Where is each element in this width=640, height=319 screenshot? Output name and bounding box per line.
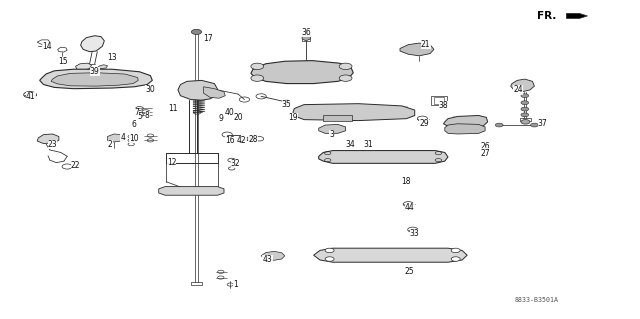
Text: FR.: FR. — [538, 11, 557, 21]
Polygon shape — [251, 61, 353, 84]
Text: 40: 40 — [224, 108, 234, 117]
Ellipse shape — [344, 153, 421, 161]
Text: 6: 6 — [132, 120, 137, 129]
Circle shape — [251, 63, 264, 70]
Text: 31: 31 — [363, 140, 373, 149]
Polygon shape — [108, 134, 125, 142]
Text: 28: 28 — [248, 135, 257, 144]
Text: 18: 18 — [402, 177, 411, 186]
Circle shape — [521, 120, 530, 124]
Text: 9: 9 — [218, 114, 223, 123]
Text: 23: 23 — [47, 140, 58, 149]
Text: 8: 8 — [145, 111, 150, 120]
Polygon shape — [400, 43, 434, 56]
Text: 36: 36 — [301, 28, 311, 37]
Polygon shape — [204, 87, 225, 98]
Polygon shape — [444, 115, 488, 128]
Text: 44: 44 — [404, 204, 415, 212]
Text: 12: 12 — [167, 158, 176, 167]
Text: 8833-B3501A: 8833-B3501A — [515, 298, 558, 303]
Text: 27: 27 — [480, 149, 490, 158]
Circle shape — [521, 107, 529, 111]
Text: 4: 4 — [120, 133, 125, 142]
Text: 33: 33 — [410, 229, 420, 238]
Polygon shape — [178, 80, 218, 100]
Circle shape — [451, 257, 460, 261]
Text: 19: 19 — [288, 113, 298, 122]
Polygon shape — [51, 73, 138, 86]
Polygon shape — [261, 251, 285, 260]
Text: 16: 16 — [225, 136, 236, 145]
Text: 15: 15 — [58, 57, 68, 66]
Circle shape — [451, 248, 460, 253]
Polygon shape — [302, 33, 310, 41]
Polygon shape — [319, 124, 346, 133]
Text: 37: 37 — [538, 119, 548, 128]
Circle shape — [325, 248, 334, 253]
Text: 17: 17 — [203, 34, 213, 43]
Text: 21: 21 — [421, 40, 430, 48]
Polygon shape — [323, 115, 352, 121]
Circle shape — [495, 123, 503, 127]
Text: 22: 22 — [71, 161, 80, 170]
Polygon shape — [314, 248, 467, 262]
Polygon shape — [81, 36, 104, 52]
Polygon shape — [76, 63, 92, 70]
Text: 7: 7 — [134, 108, 139, 117]
Text: 13: 13 — [107, 53, 117, 62]
Text: 10: 10 — [129, 134, 140, 143]
Polygon shape — [159, 187, 224, 195]
Polygon shape — [40, 69, 152, 89]
Text: 38: 38 — [438, 101, 449, 110]
Circle shape — [191, 29, 202, 34]
Text: 20: 20 — [233, 113, 243, 122]
Text: 35: 35 — [282, 100, 292, 109]
Polygon shape — [319, 151, 448, 163]
Text: 14: 14 — [42, 42, 52, 51]
Text: 1: 1 — [233, 280, 238, 289]
Polygon shape — [37, 134, 59, 144]
Text: 5: 5 — [137, 112, 142, 121]
Text: 43: 43 — [262, 256, 273, 264]
Circle shape — [521, 101, 529, 105]
Circle shape — [521, 113, 529, 117]
Polygon shape — [445, 124, 485, 134]
Text: 32: 32 — [230, 159, 241, 168]
Text: 26: 26 — [480, 142, 490, 151]
Text: 2: 2 — [108, 140, 113, 149]
Text: 25: 25 — [404, 267, 415, 276]
Text: 29: 29 — [419, 119, 429, 128]
Circle shape — [521, 94, 529, 98]
Circle shape — [246, 137, 255, 141]
Text: 41: 41 — [26, 92, 36, 101]
Text: 39: 39 — [90, 67, 100, 76]
Circle shape — [339, 75, 352, 81]
Polygon shape — [98, 65, 108, 69]
Text: 3: 3 — [329, 130, 334, 139]
Polygon shape — [511, 79, 534, 92]
Circle shape — [531, 123, 538, 127]
Polygon shape — [293, 104, 415, 121]
Circle shape — [325, 257, 334, 261]
Text: 24: 24 — [513, 85, 524, 94]
Text: 11: 11 — [168, 104, 177, 113]
Circle shape — [251, 75, 264, 81]
Text: 42: 42 — [237, 137, 247, 145]
Text: 30: 30 — [145, 85, 156, 94]
Polygon shape — [566, 13, 588, 19]
Circle shape — [339, 63, 352, 70]
Circle shape — [237, 137, 246, 141]
Text: 34: 34 — [346, 140, 356, 149]
